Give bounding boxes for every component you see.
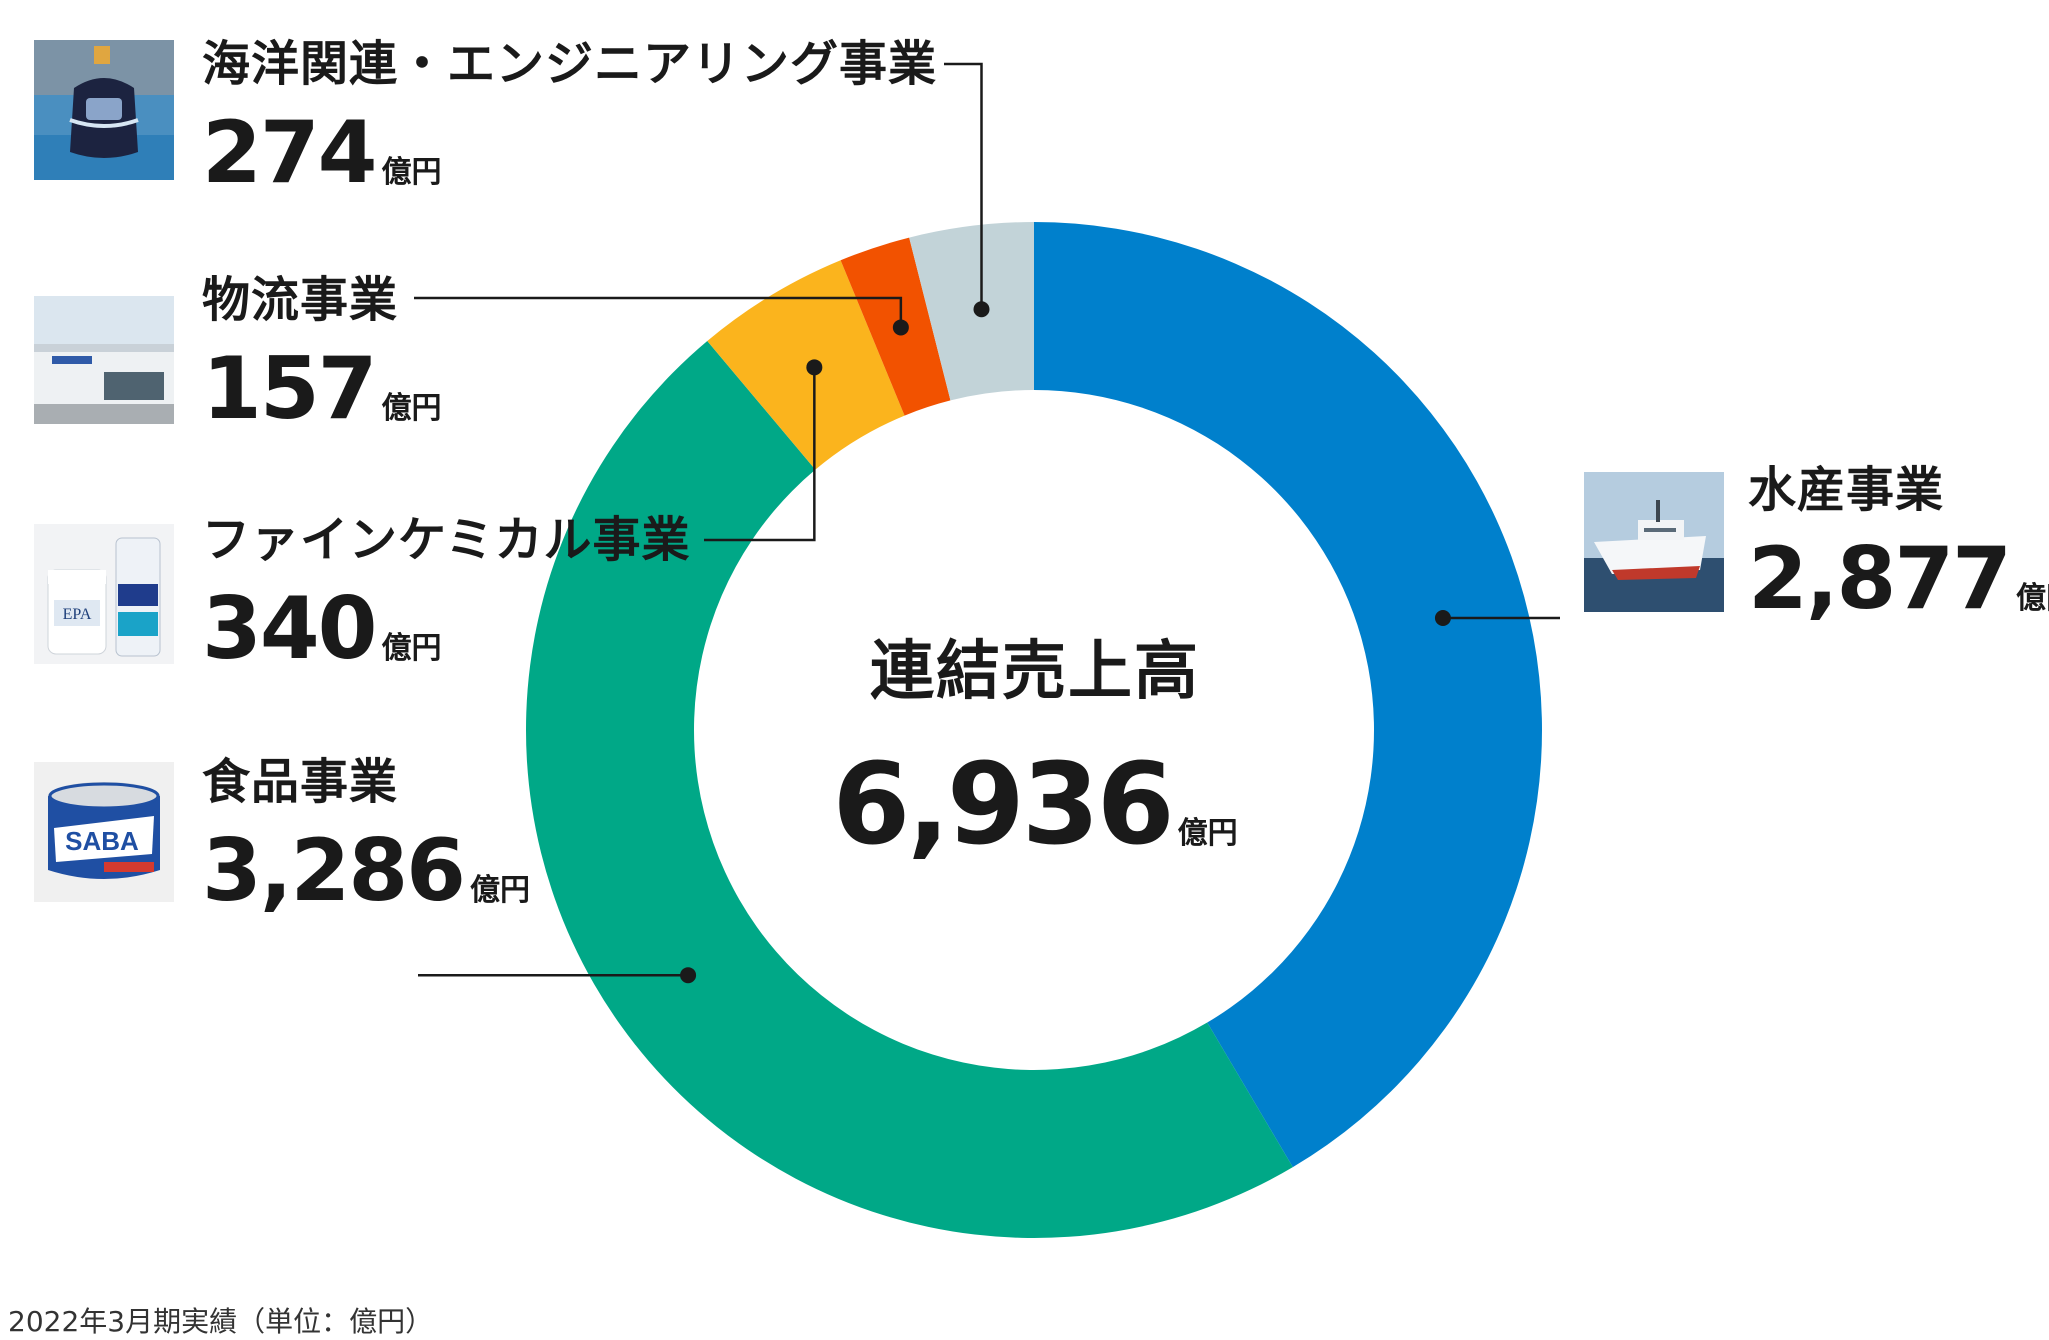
saba-can-photo: SABA: [34, 762, 174, 902]
label-kaiyo: 海洋関連・エンジニアリング事業 274 億円: [202, 40, 937, 196]
segment-value: 274: [202, 103, 378, 203]
leader-kaiyo: [944, 62, 983, 310]
slice-suisan: [1034, 222, 1542, 1168]
leader-dot-shokuhin: [680, 967, 697, 984]
leader-fine-chemical: [704, 367, 816, 542]
donut-center: 連結売上高 6,936 億円: [775, 620, 1295, 870]
slice-fine-chemical: [707, 260, 905, 470]
leader-dot-butsuryu: [892, 319, 909, 336]
footnote: 2022年3月期実績（単位：億円）: [8, 1305, 434, 1338]
segment-unit: 億円: [381, 631, 442, 666]
donut-slices: [526, 222, 1542, 1238]
label-shokuhin: 食品事業 3,286 億円: [202, 758, 530, 914]
center-title: 連結売上高: [870, 635, 1200, 709]
leader-dot-fine-chemical: [806, 359, 823, 376]
segment-value: 340: [202, 579, 378, 679]
underwater-vehicle-photo: [34, 40, 174, 180]
label-butsuryu: 物流事業 157 億円: [202, 276, 442, 432]
svg-text:EPA: EPA: [63, 606, 92, 623]
segment-name: 海洋関連・エンジニアリング事業: [202, 36, 938, 92]
label-fine-chemical: ファインケミカル事業 340 億円: [202, 516, 691, 672]
leader-butsuryu: [414, 296, 903, 328]
leader-dot-kaiyo: [973, 301, 990, 318]
segment-unit: 億円: [381, 155, 442, 190]
segment-name: ファインケミカル事業: [202, 512, 691, 568]
segment-value: 3,286: [202, 821, 466, 921]
leader-dot-suisan: [1434, 610, 1451, 627]
fishing-ship-photo: [1584, 472, 1724, 612]
leader-lines: [414, 62, 1560, 984]
slice-kaiyo: [909, 222, 1034, 401]
segment-value: 2,877: [1748, 529, 2012, 629]
segment-unit: 億円: [381, 391, 442, 426]
segment-name: 食品事業: [202, 754, 399, 810]
segment-unit: 億円: [470, 873, 531, 908]
segment-name: 水産事業: [1748, 462, 1945, 518]
svg-text:SABA: SABA: [65, 826, 139, 856]
segment-value: 157: [202, 339, 378, 439]
slice-shokuhin: [526, 341, 1293, 1238]
center-total: 6,936: [832, 740, 1174, 870]
segment-name: 物流事業: [202, 272, 399, 328]
label-suisan: 水産事業 2,877億円: [1748, 466, 2049, 622]
epa-supplement-photo: EPA: [34, 524, 174, 664]
center-unit: 億円: [1177, 816, 1238, 851]
segment-unit: 億円: [2016, 581, 2049, 616]
warehouse-building-photo: [34, 296, 174, 424]
